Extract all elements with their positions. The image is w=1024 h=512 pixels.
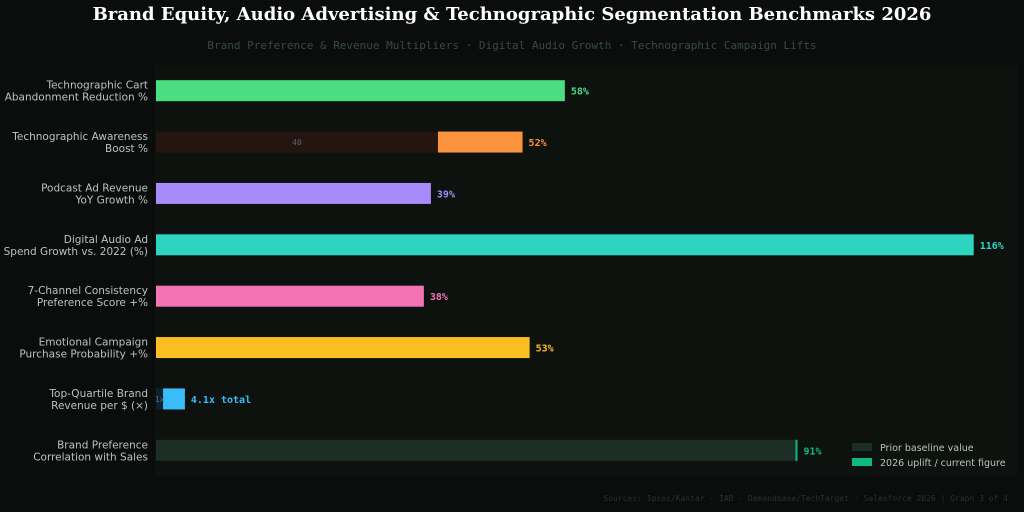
category-label: Top-Quartile Brand Revenue per $ (×) [48, 388, 148, 412]
current-bar [156, 234, 974, 256]
value-label: 38% [430, 292, 448, 303]
current-bar [156, 337, 530, 359]
baseline-label: 40 [292, 138, 302, 147]
legend-label-baseline: Prior baseline value [880, 443, 974, 454]
category-label: Technographic Awareness Boost % [11, 131, 148, 155]
category-label-line: Brand Preference [57, 439, 148, 451]
baseline-label: 1x [155, 395, 165, 404]
legend-label-current: 2026 uplift / current figure [880, 458, 1006, 469]
category-label-line: Preference Score +% [37, 297, 148, 309]
baseline-bar [156, 388, 164, 410]
legend-swatch-current [852, 458, 872, 466]
value-label: 58% [571, 87, 589, 98]
category-label-line: Technographic Cart [45, 80, 148, 92]
category-label: Technographic Cart Abandonment Reduction … [5, 80, 148, 104]
category-label-line: Digital Audio Ad [64, 234, 148, 246]
current-bar [156, 285, 424, 307]
source-note: Sources: Ipsos/Kantar · IAB · Demandbase… [603, 494, 1008, 503]
baseline-bar [156, 131, 438, 153]
category-label: Emotional Campaign Purchase Probability +… [19, 337, 148, 361]
value-label: 52% [529, 138, 547, 149]
category-label-line: Abandonment Reduction % [5, 92, 148, 104]
current-bar [156, 80, 565, 102]
category-label-line: Podcast Ad Revenue [41, 182, 148, 194]
category-label-line: Revenue per $ (×) [51, 400, 148, 412]
category-label: Podcast Ad Revenue YoY Growth % [41, 182, 148, 206]
uplift-bar [437, 131, 523, 153]
category-label-line: Boost % [105, 143, 148, 155]
category-label-line: Purchase Probability +% [19, 349, 148, 361]
category-label: Digital Audio Ad Spend Growth vs. 2022 (%… [4, 234, 148, 258]
current-bar [156, 182, 431, 204]
category-label-line: Spend Growth vs. 2022 (%) [4, 246, 148, 258]
plot-area [155, 65, 1017, 476]
category-label: 7-Channel Consistency Preference Score +% [28, 285, 148, 309]
value-label: 116% [980, 241, 1004, 252]
baseline-bar [156, 439, 798, 461]
chart-title: Brand Equity, Audio Advertising & Techno… [92, 4, 932, 25]
value-label: 4.1x total [191, 395, 251, 406]
value-label: 91% [803, 446, 821, 457]
category-label: Brand Preference Correlation with Sales [33, 439, 148, 463]
value-label: 39% [437, 189, 455, 200]
legend-swatch-baseline [852, 443, 872, 451]
category-label-line: 7-Channel Consistency [28, 285, 148, 297]
uplift-bar [163, 388, 185, 410]
category-label-line: Correlation with Sales [33, 451, 148, 463]
current-marker [795, 439, 798, 461]
category-label-line: Top-Quartile Brand [48, 388, 148, 400]
category-label-line: Technographic Awareness [11, 131, 148, 143]
category-label-line: YoY Growth % [74, 194, 148, 206]
value-label: 53% [536, 344, 554, 355]
chart-subtitle: Brand Preference & Revenue Multipliers ·… [207, 39, 817, 52]
category-label-line: Emotional Campaign [39, 337, 148, 349]
